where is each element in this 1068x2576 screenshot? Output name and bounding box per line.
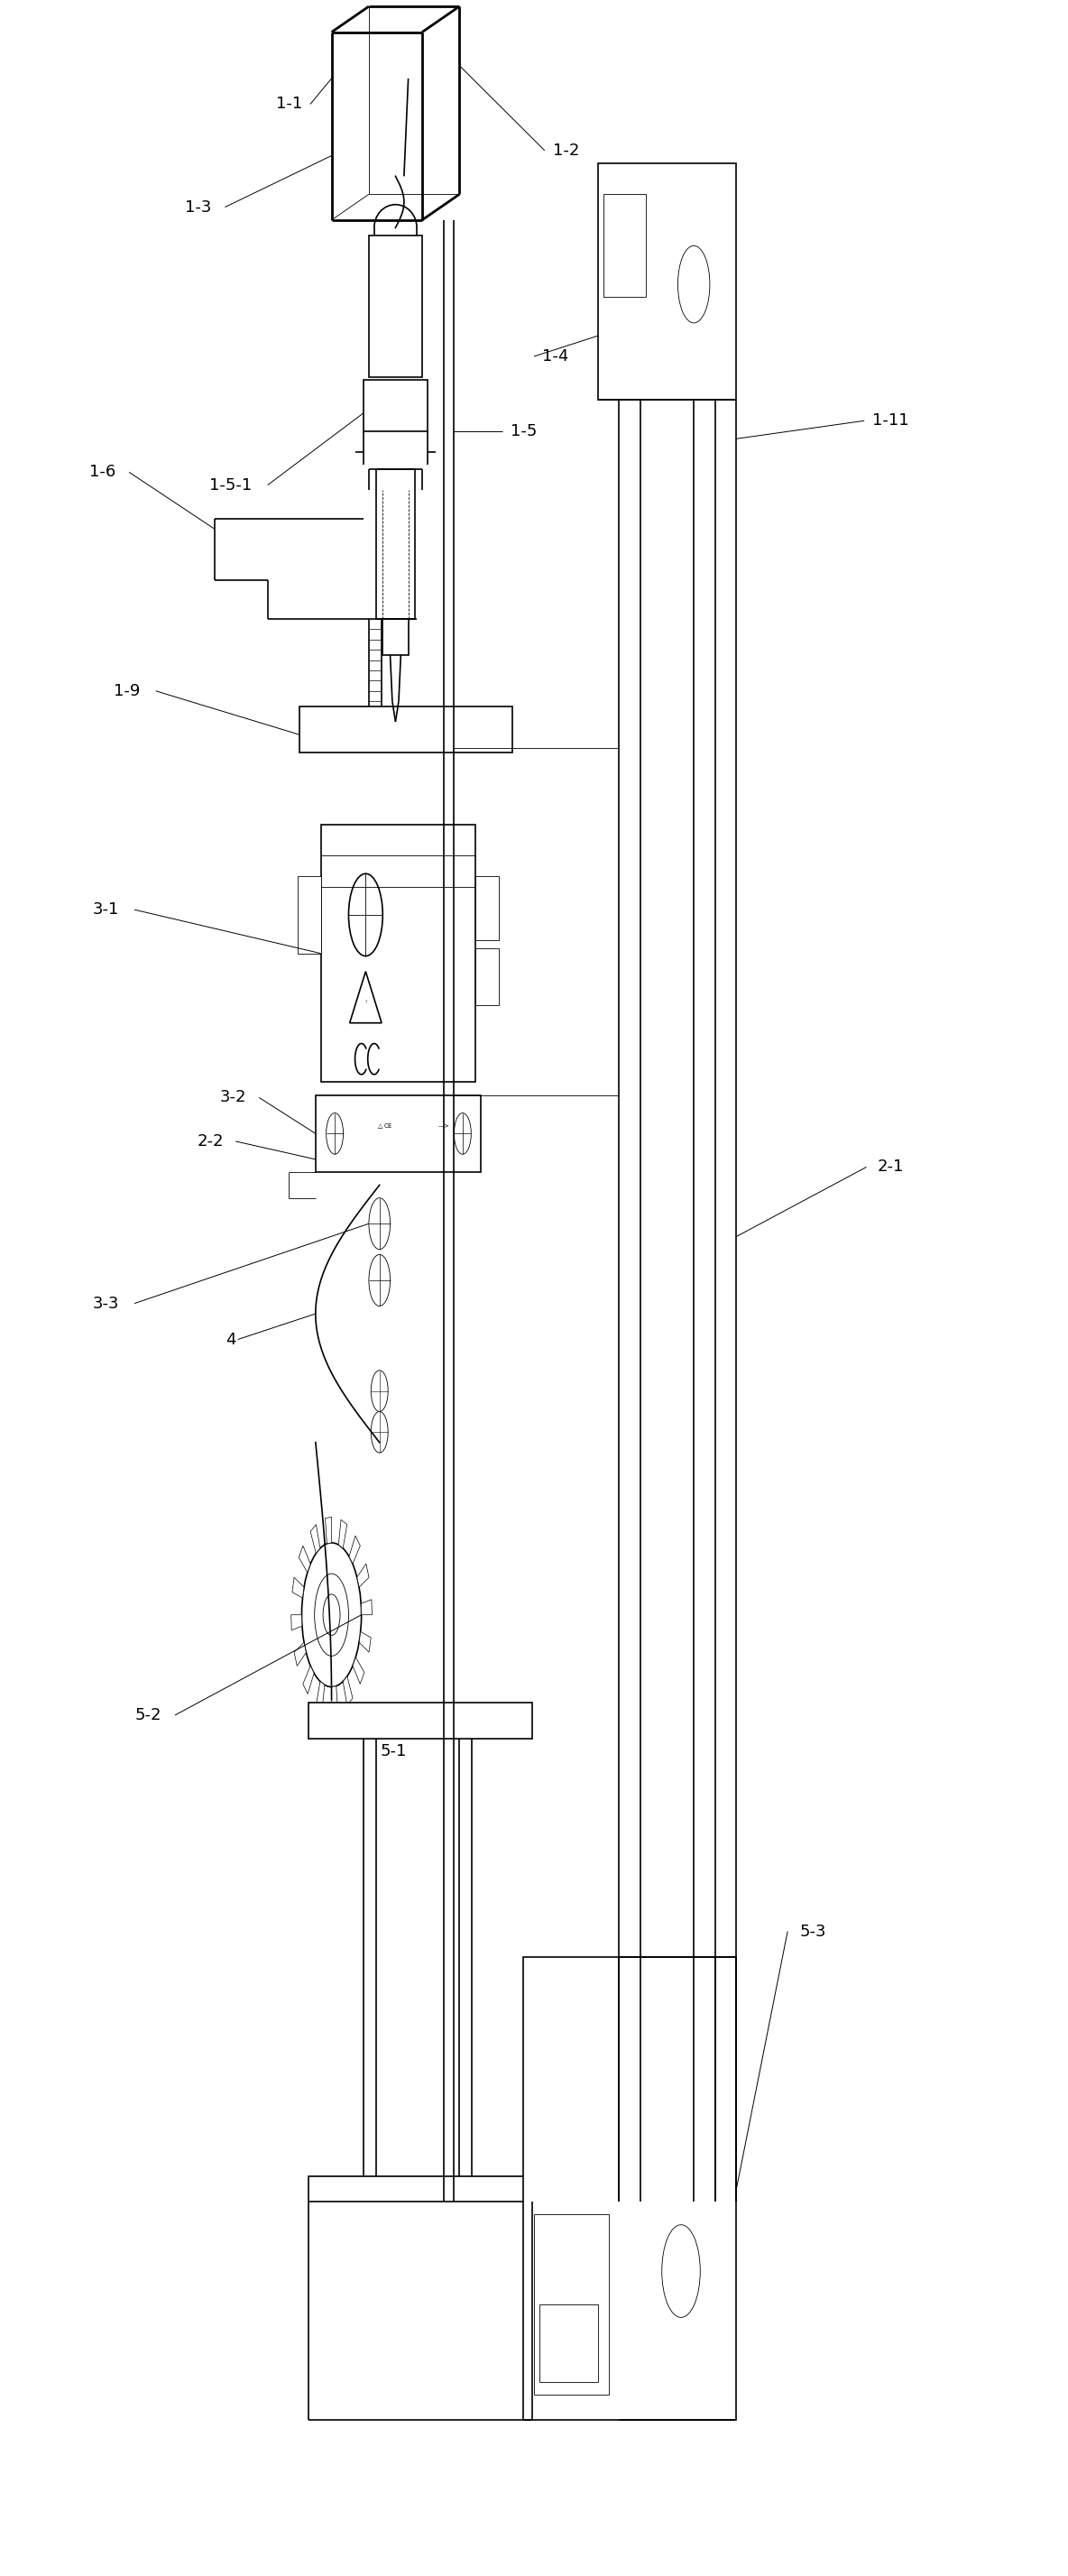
Bar <box>363 379 427 430</box>
Circle shape <box>323 1595 340 1636</box>
Text: 1-11: 1-11 <box>873 412 909 428</box>
Text: 1-6: 1-6 <box>90 464 115 479</box>
Text: 1-5: 1-5 <box>511 422 536 438</box>
Bar <box>475 876 499 940</box>
Polygon shape <box>326 1517 331 1543</box>
Bar <box>534 2215 609 2396</box>
Polygon shape <box>303 1667 314 1695</box>
Circle shape <box>348 873 382 956</box>
Text: 1-3: 1-3 <box>185 198 211 216</box>
Circle shape <box>371 1412 388 1453</box>
Polygon shape <box>349 1535 360 1564</box>
Bar <box>320 824 475 1082</box>
Circle shape <box>302 1543 361 1687</box>
Polygon shape <box>343 1677 352 1705</box>
Text: 5-2: 5-2 <box>135 1708 161 1723</box>
Bar <box>598 162 737 399</box>
Text: 3-1: 3-1 <box>93 902 119 917</box>
Bar <box>603 193 646 296</box>
Polygon shape <box>331 1687 337 1713</box>
Text: 2-2: 2-2 <box>197 1133 223 1149</box>
Polygon shape <box>292 1615 302 1631</box>
Text: 1-4: 1-4 <box>543 348 568 366</box>
Text: 3-3: 3-3 <box>92 1296 119 1311</box>
Polygon shape <box>359 1631 371 1651</box>
Circle shape <box>454 1113 471 1154</box>
Text: 1-2: 1-2 <box>553 142 579 160</box>
Bar <box>300 706 513 752</box>
Circle shape <box>368 1198 390 1249</box>
Polygon shape <box>357 1564 368 1587</box>
Circle shape <box>662 2226 701 2318</box>
Text: 1-9: 1-9 <box>113 683 140 698</box>
Circle shape <box>314 1574 348 1656</box>
Text: 2-1: 2-1 <box>878 1159 905 1175</box>
Bar <box>523 1958 737 2421</box>
Text: 5-1: 5-1 <box>380 1744 407 1759</box>
Text: $\triangle$CE: $\triangle$CE <box>376 1121 393 1131</box>
Bar <box>308 2177 532 2202</box>
Polygon shape <box>293 1577 304 1597</box>
Text: !: ! <box>364 999 366 1005</box>
Text: —>: —> <box>438 1123 450 1128</box>
Text: 3-2: 3-2 <box>220 1090 247 1105</box>
Polygon shape <box>339 1520 347 1548</box>
Bar <box>475 948 499 1005</box>
Text: 1-1: 1-1 <box>276 95 302 113</box>
Polygon shape <box>352 1656 364 1685</box>
Circle shape <box>368 1255 390 1306</box>
Polygon shape <box>311 1525 320 1553</box>
Circle shape <box>678 245 710 322</box>
Polygon shape <box>361 1600 372 1615</box>
Circle shape <box>371 1370 388 1412</box>
Polygon shape <box>316 1682 325 1710</box>
Text: 1-5-1: 1-5-1 <box>209 477 252 492</box>
Bar <box>368 234 422 376</box>
Bar <box>539 2306 598 2383</box>
Bar <box>376 469 414 618</box>
Text: 4: 4 <box>225 1332 236 1347</box>
Text: 5-3: 5-3 <box>800 1924 827 1940</box>
Circle shape <box>326 1113 343 1154</box>
Polygon shape <box>299 1546 311 1571</box>
Polygon shape <box>294 1643 307 1667</box>
Bar <box>308 1703 532 1739</box>
Bar <box>382 618 408 654</box>
Bar <box>315 1095 481 1172</box>
Bar <box>298 876 320 953</box>
